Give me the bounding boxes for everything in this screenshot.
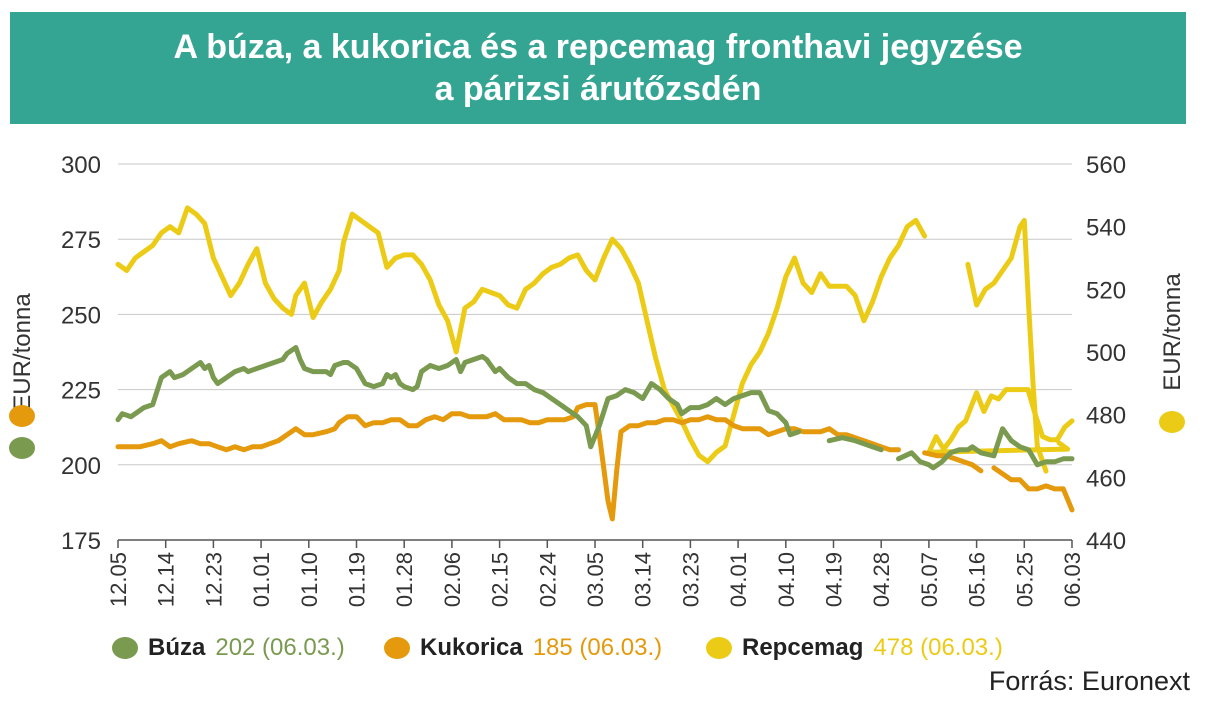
- x-tick-label: 01.28: [392, 552, 417, 607]
- x-tick-label: 01.01: [249, 552, 274, 607]
- series-line-kukorica: [922, 450, 984, 474]
- x-tick-label: 04.28: [869, 552, 894, 607]
- legend-value-kukorica: 185 (06.03.): [532, 634, 663, 661]
- y-axis-title-right: EUR/tonna: [1159, 273, 1186, 391]
- x-tick-label: 04.10: [774, 552, 799, 607]
- legend-item-buza: Búza 202 (06.03.): [112, 634, 345, 662]
- chart-title-banner: A búza, a kukorica és a repcemag frontha…: [10, 12, 1186, 124]
- axis-marker-buza: [9, 437, 35, 459]
- legend-label-repcemag: Repcemag: [742, 634, 864, 661]
- x-tick-label: 03.14: [631, 552, 656, 607]
- y-tick-label-right: 440: [1086, 528, 1126, 555]
- x-tick-label: 12.23: [201, 552, 226, 607]
- series-line-repcemag: [926, 387, 1075, 455]
- series-line-buza: [826, 435, 884, 453]
- series-line-kukorica: [115, 402, 901, 522]
- y-tick-label-left: 250: [61, 302, 101, 329]
- x-tick-label: 04.01: [726, 552, 751, 607]
- y-tick-label-left: 300: [61, 152, 101, 179]
- series-line-kukorica: [991, 465, 1075, 513]
- legend-value-repcemag: 478 (06.03.): [873, 634, 1003, 661]
- x-tick-label: 01.10: [297, 552, 322, 607]
- x-tick-label: 12.14: [154, 552, 179, 607]
- legend-marker-buza: [112, 637, 138, 659]
- x-tick-label: 03.05: [583, 552, 608, 607]
- legend-item-repcemag: Repcemag 478 (06.03.): [706, 634, 1003, 662]
- y-tick-label-left: 225: [61, 378, 101, 405]
- y-tick-label-right: 540: [1086, 215, 1126, 242]
- x-tick-label: 02.24: [535, 552, 560, 607]
- legend-label-buza: Búza: [148, 634, 206, 661]
- source-note: Forrás: Euronext: [988, 666, 1190, 696]
- chart-title-line-2: a párizsi árutőzsdén: [434, 70, 762, 108]
- series-line-buza: [896, 426, 1075, 471]
- x-tick-label: 02.15: [488, 552, 513, 607]
- y-tick-label-right: 480: [1086, 403, 1126, 430]
- legend-label-kukorica: Kukorica: [420, 634, 523, 661]
- x-tick-label: 05.25: [1012, 552, 1037, 607]
- x-tick-label: 04.19: [822, 552, 847, 607]
- y-tick-label-right: 520: [1086, 277, 1126, 304]
- legend-marker-kukorica: [384, 637, 410, 659]
- x-tick-label: 12.05: [106, 552, 131, 607]
- x-tick-label: 05.07: [917, 552, 942, 607]
- y-tick-label-right: 460: [1086, 465, 1126, 492]
- series-line-repcemag: [965, 217, 1049, 474]
- axis-marker-repcemag: [1159, 411, 1185, 433]
- series-line-buza: [115, 345, 802, 450]
- y-tick-label-left: 200: [61, 453, 101, 480]
- x-tick-label: 03.23: [678, 552, 703, 607]
- chart-title-line-1: A búza, a kukorica és a repcemag frontha…: [173, 28, 1023, 66]
- axis-marker-kukorica: [9, 405, 35, 427]
- legend-item-kukorica: Kukorica 185 (06.03.): [384, 634, 662, 662]
- legend-marker-repcemag: [706, 637, 732, 659]
- y-tick-label-left: 275: [61, 227, 101, 254]
- y-tick-label-right: 560: [1086, 152, 1126, 179]
- y-tick-label-left: 175: [61, 528, 101, 555]
- legend-value-buza: 202 (06.03.): [215, 634, 345, 661]
- series-line-repcemag: [115, 205, 928, 465]
- x-tick-label: 05.16: [965, 552, 990, 607]
- y-axis-title-left: EUR/tonna: [9, 293, 36, 411]
- x-tick-label: 01.19: [345, 552, 370, 607]
- x-tick-label: 02.06: [440, 552, 465, 607]
- x-tick-label: 06.03: [1060, 552, 1085, 607]
- y-tick-label-right: 500: [1086, 340, 1126, 367]
